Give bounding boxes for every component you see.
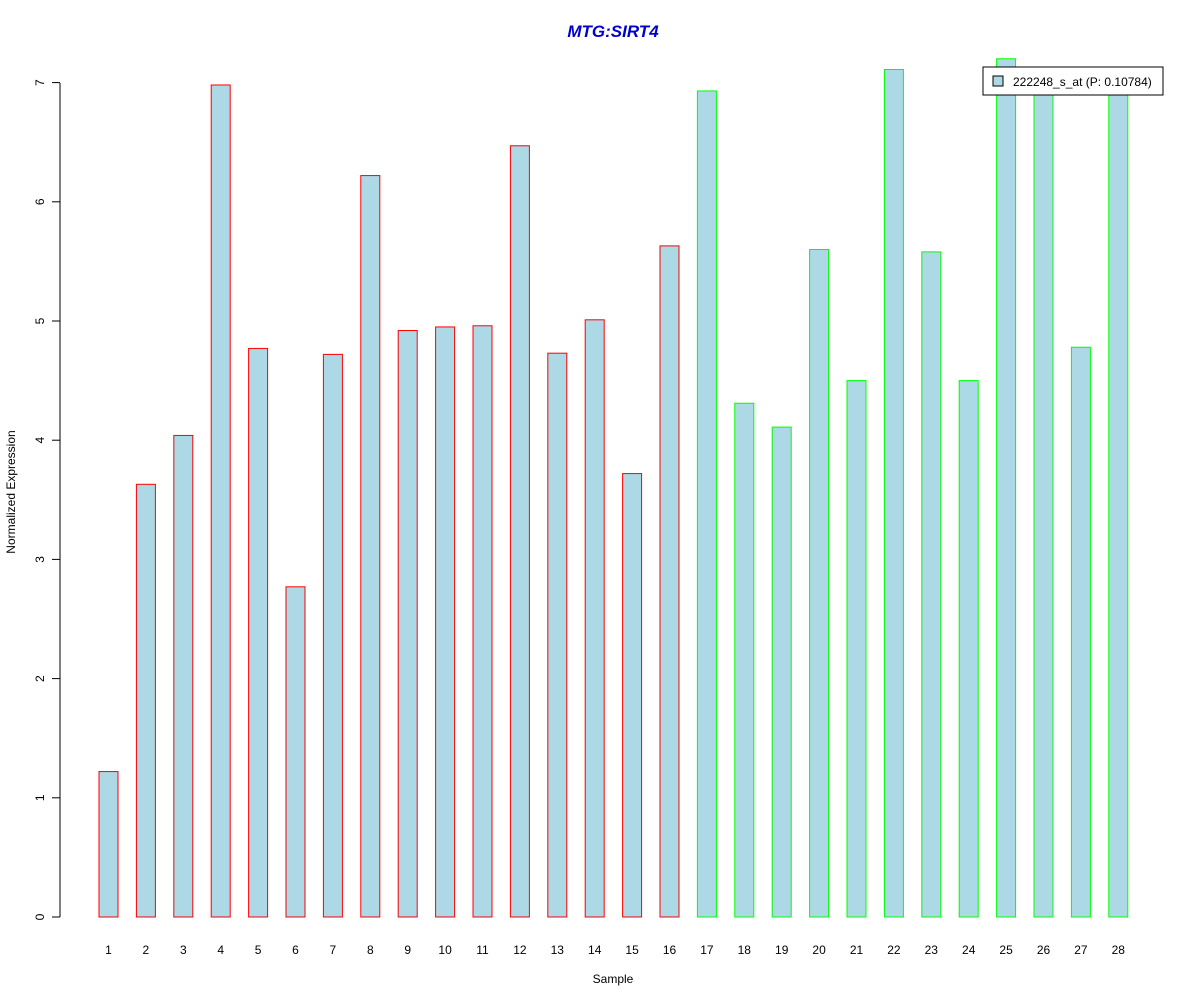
bar-sample-21 bbox=[846, 380, 867, 918]
legend-box bbox=[982, 66, 1164, 96]
bar-sample-28 bbox=[1108, 88, 1129, 918]
x-tick-label: 13 bbox=[551, 943, 565, 957]
bar-sample-8 bbox=[360, 175, 381, 918]
bar-sample-24 bbox=[958, 380, 979, 918]
bar-sample-11 bbox=[472, 325, 493, 918]
bars bbox=[98, 58, 1129, 918]
bar-sample-2 bbox=[135, 483, 156, 918]
y-axis: 0 1 2 3 4 5 6 7 bbox=[33, 79, 60, 920]
bar-sample-7 bbox=[322, 353, 343, 918]
y-axis-label: Normalized Expression bbox=[4, 430, 18, 553]
x-tick-label: 20 bbox=[812, 943, 826, 957]
bar-sample-20 bbox=[809, 248, 830, 918]
x-tick-label: 16 bbox=[663, 943, 677, 957]
x-tick-label: 22 bbox=[887, 943, 901, 957]
bar-sample-17 bbox=[696, 90, 717, 918]
y-tick-label: 6 bbox=[33, 198, 47, 205]
y-tick-label: 7 bbox=[33, 79, 47, 86]
y-tick-label: 3 bbox=[33, 556, 47, 563]
legend: 222248_s_at (P: 0.10784) bbox=[982, 66, 1164, 96]
x-tick-label: 23 bbox=[925, 943, 939, 957]
x-tick-label: 2 bbox=[143, 943, 150, 957]
x-tick-label: 25 bbox=[999, 943, 1013, 957]
bar-sample-14 bbox=[584, 319, 605, 918]
x-tick-label: 28 bbox=[1112, 943, 1126, 957]
bar-sample-15 bbox=[622, 473, 643, 918]
x-tick-label: 24 bbox=[962, 943, 976, 957]
x-axis-label: Sample bbox=[593, 972, 634, 986]
y-tick-label: 4 bbox=[33, 437, 47, 444]
bar-sample-23 bbox=[921, 251, 942, 918]
x-tick-label: 5 bbox=[255, 943, 262, 957]
bar-sample-4 bbox=[210, 84, 231, 918]
x-axis: 1 2 3 4 5 6 7 8 9 10 11 12 13 14 15 16 17 18 19 20 21 22 23 24 2… bbox=[105, 943, 1125, 957]
y-tick-label: 1 bbox=[33, 794, 47, 801]
bar-sample-18 bbox=[734, 402, 755, 918]
bar-sample-10 bbox=[435, 326, 456, 918]
legend-label: 222248_s_at (P: 0.10784) bbox=[1013, 75, 1152, 89]
x-tick-label: 3 bbox=[180, 943, 187, 957]
x-tick-label: 4 bbox=[217, 943, 224, 957]
bar-sample-5 bbox=[248, 347, 269, 918]
x-tick-label: 10 bbox=[438, 943, 452, 957]
y-tick-label: 0 bbox=[33, 913, 47, 920]
y-tick-label: 2 bbox=[33, 675, 47, 682]
bar-sample-13 bbox=[547, 352, 568, 918]
x-tick-label: 1 bbox=[105, 943, 112, 957]
bar-sample-6 bbox=[285, 586, 306, 918]
bar-sample-22 bbox=[883, 68, 904, 918]
y-tick-label: 5 bbox=[33, 317, 47, 324]
x-tick-label: 7 bbox=[330, 943, 337, 957]
bar-sample-25 bbox=[996, 58, 1017, 918]
x-tick-label: 8 bbox=[367, 943, 374, 957]
x-tick-label: 9 bbox=[404, 943, 411, 957]
x-tick-label: 14 bbox=[588, 943, 602, 957]
x-tick-label: 11 bbox=[476, 943, 489, 957]
legend-swatch bbox=[992, 75, 1004, 87]
bar-sample-26 bbox=[1033, 88, 1054, 918]
bar-sample-16 bbox=[659, 245, 680, 918]
x-tick-label: 6 bbox=[292, 943, 299, 957]
bar-sample-3 bbox=[173, 434, 194, 918]
x-tick-label: 12 bbox=[513, 943, 527, 957]
bar-sample-9 bbox=[397, 330, 418, 918]
bar-sample-19 bbox=[771, 426, 792, 918]
x-tick-label: 21 bbox=[850, 943, 864, 957]
chart-title: MTG:SIRT4 bbox=[567, 22, 659, 41]
x-tick-label: 17 bbox=[700, 943, 714, 957]
x-tick-label: 19 bbox=[775, 943, 789, 957]
x-tick-label: 26 bbox=[1037, 943, 1051, 957]
bar-sample-27 bbox=[1070, 346, 1091, 918]
bar-sample-12 bbox=[509, 145, 530, 918]
x-tick-label: 15 bbox=[625, 943, 639, 957]
x-tick-label: 18 bbox=[738, 943, 752, 957]
x-tick-label: 27 bbox=[1074, 943, 1088, 957]
bar-sample-1 bbox=[98, 771, 119, 918]
